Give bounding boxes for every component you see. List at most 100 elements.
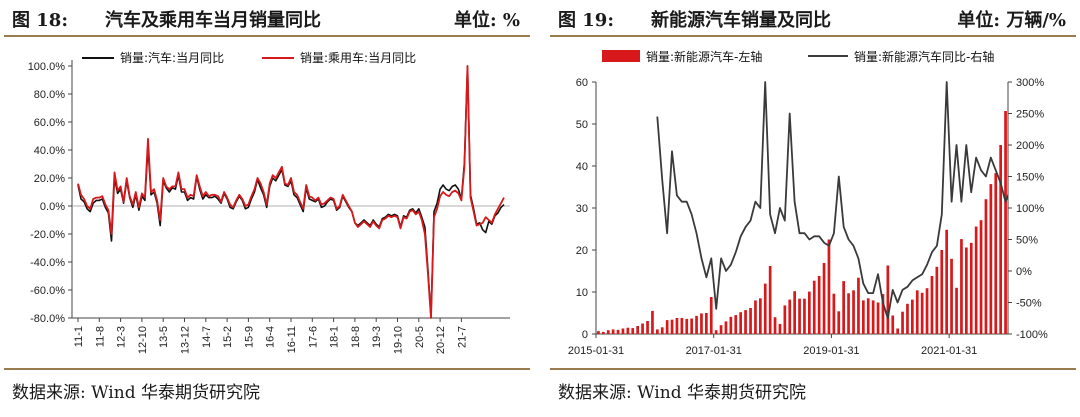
x-tick-label: 21-7: [456, 326, 468, 348]
bar: [969, 242, 973, 334]
right-tick-label: 200%: [1016, 140, 1044, 152]
x-tick-label: 2017-01-31: [686, 345, 742, 357]
right-tick-label: 150%: [1016, 172, 1044, 184]
figure-number: 图 18:: [12, 10, 68, 31]
series-line-car: [77, 65, 505, 318]
right-tick-label: -50%: [1016, 298, 1042, 310]
x-tick-label: 17-6: [307, 326, 319, 348]
bar: [759, 298, 762, 334]
bar: [651, 310, 654, 334]
bar: [749, 308, 752, 334]
bar: [808, 291, 811, 334]
footer-divider: [4, 368, 530, 370]
y-tick-label: -60.0%: [30, 285, 65, 297]
bar: [783, 305, 787, 334]
bar: [744, 310, 747, 334]
bar: [901, 311, 904, 334]
bar: [871, 300, 875, 334]
right-tick-label: 50%: [1016, 235, 1038, 247]
x-tick-label: 11-8: [94, 326, 106, 347]
left-tick-label: 30: [576, 203, 588, 215]
bar: [950, 258, 953, 334]
legend-label: 销量:乘用车:当月同比: [300, 50, 416, 65]
header-divider: [550, 35, 1076, 37]
chart-header: 图 18: 汽车及乘用车当月销量同比 单位: %: [0, 0, 534, 38]
x-tick-label: 19-10: [393, 326, 405, 354]
bar: [925, 288, 929, 334]
x-tick-label: 13-5: [158, 326, 170, 348]
left-tick-label: 10: [576, 287, 588, 299]
y-tick-label: 80.0%: [34, 89, 65, 101]
bar: [984, 199, 988, 334]
left-tick-label: 20: [576, 245, 588, 257]
bar: [680, 318, 684, 334]
x-tick-label: 11-1: [73, 326, 85, 347]
bar: [857, 277, 860, 334]
x-tick-label: 20-5: [414, 326, 426, 348]
bar: [881, 294, 885, 334]
x-tick-label: 16-11: [286, 326, 298, 353]
x-tick-label: 16-4: [265, 326, 277, 348]
bar: [920, 292, 924, 334]
y-tick-label: -20.0%: [30, 229, 65, 241]
bar: [930, 276, 934, 334]
bar: [915, 290, 919, 334]
y-tick-label: 20.0%: [34, 173, 65, 185]
bar: [700, 313, 703, 334]
bar: [739, 312, 742, 334]
chart-panel-nev-sales: 图 19: 新能源汽车销量及同比 单位: 万辆/% 60 50 40 30 20 10 0 3…: [546, 0, 1080, 417]
x-tick-label: 2015-01-31: [568, 345, 624, 357]
bar: [876, 302, 880, 334]
bar: [955, 287, 958, 334]
x-tick-label: 12-3: [116, 326, 128, 348]
figure-number: 图 19:: [558, 10, 614, 31]
bar: [862, 300, 865, 334]
bar: [798, 298, 801, 334]
chart-unit: 单位: 万辆/%: [957, 10, 1066, 31]
series-line-passenger-car: [77, 65, 505, 319]
x-tick-label: 14-7: [201, 326, 213, 348]
bar: [734, 315, 738, 334]
bar: [847, 293, 850, 334]
y-tick-label: 40.0%: [34, 145, 65, 157]
bar: [886, 265, 890, 334]
bar: [793, 291, 796, 334]
bar: [999, 145, 1002, 334]
bar: [616, 329, 620, 334]
bar: [754, 300, 757, 334]
x-tick-label: 20-12: [435, 326, 447, 354]
combo-chart-nev-sales: 60 50 40 30 20 10 0 300% 250% 200% 150% 100% 50% 0% -5…: [568, 49, 1048, 357]
bar: [705, 313, 708, 334]
line-chart-car-sales: 100.0% 80.0% 60.0% 40.0% 20.0% 0.0% -20.0% -40.…: [28, 50, 510, 354]
bar: [602, 331, 605, 334]
bar: [994, 173, 998, 334]
y-tick-label: 100.0%: [28, 61, 66, 73]
bar: [832, 293, 836, 334]
chart-title: 汽车及乘用车当月销量同比: [105, 10, 321, 31]
bar: [817, 276, 821, 334]
right-tick-label: 250%: [1016, 109, 1044, 121]
data-source: 数据来源: Wind 华泰期货研究院: [12, 383, 260, 403]
x-tick-label: 2021-01-31: [921, 345, 977, 357]
right-tick-label: -100%: [1016, 329, 1048, 341]
left-tick-label: 0: [582, 329, 588, 341]
bar: [773, 317, 777, 334]
bar: [812, 280, 816, 334]
bar: [621, 328, 625, 334]
bar: [724, 321, 728, 334]
chart-title: 新能源汽车销量及同比: [651, 10, 831, 31]
bar: [675, 318, 679, 334]
left-tick-label: 60: [576, 77, 588, 89]
bar: [852, 290, 855, 334]
bar: [763, 283, 767, 334]
bar: [989, 184, 993, 334]
y-tick-label: -80.0%: [30, 313, 65, 325]
bar: [827, 239, 831, 334]
bar: [606, 330, 610, 334]
bar: [940, 250, 944, 334]
x-tick-label: 12-10: [137, 326, 149, 354]
bar: [866, 298, 870, 334]
footer-divider: [550, 368, 1076, 370]
right-tick-label: 0%: [1016, 266, 1032, 278]
legend-swatch-bar: [602, 50, 640, 62]
